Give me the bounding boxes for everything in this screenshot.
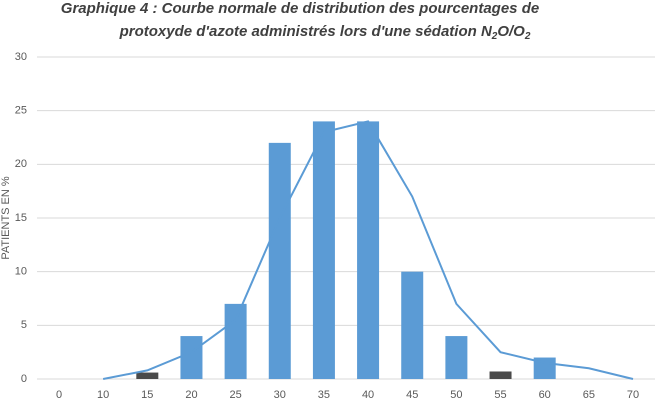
x-tick-label: 35 xyxy=(318,389,330,401)
x-tick-label: 40 xyxy=(362,389,374,401)
x-tick-label: 0 xyxy=(56,389,62,401)
title-part: 2 xyxy=(491,31,498,42)
x-tick-label: 65 xyxy=(583,389,595,401)
y-tick-label: 25 xyxy=(15,105,27,117)
bar xyxy=(401,271,424,379)
bar xyxy=(224,303,247,379)
x-tick-label: 10 xyxy=(97,389,109,401)
chart-title: protoxyde d'azote administrés lors d'une… xyxy=(119,23,531,42)
title-part: protoxyde d'azote administrés lors d'une… xyxy=(119,23,493,40)
x-tick-label: 25 xyxy=(229,389,241,401)
bar xyxy=(312,121,335,380)
x-tick-label: 45 xyxy=(406,389,418,401)
bar xyxy=(180,336,203,379)
x-tick-label: 30 xyxy=(274,389,286,401)
x-tick-label: 60 xyxy=(539,389,551,401)
y-tick-label: 20 xyxy=(15,158,27,170)
line xyxy=(102,120,634,380)
x-tick-label: 70 xyxy=(627,389,639,401)
bar xyxy=(489,371,512,379)
chart-title: Graphique 4 : Courbe normale de distribu… xyxy=(61,0,539,17)
bar xyxy=(268,142,291,379)
y-axis-label: PATIENTS EN % xyxy=(0,176,12,260)
bar xyxy=(357,121,380,380)
x-tick-label: 15 xyxy=(141,389,153,401)
y-tick-label: 15 xyxy=(15,212,27,224)
y-tick-label: 0 xyxy=(21,373,27,385)
y-tick-label: 10 xyxy=(15,266,27,278)
title-part: 2 xyxy=(524,31,531,42)
title-part: O/O xyxy=(497,23,525,40)
x-tick-label: 50 xyxy=(450,389,462,401)
y-tick-label: 5 xyxy=(21,319,27,331)
bar xyxy=(445,336,468,379)
bar xyxy=(136,372,159,379)
x-tick-label: 20 xyxy=(185,389,197,401)
x-tick-label: 55 xyxy=(494,389,506,401)
y-tick-label: 30 xyxy=(15,51,27,63)
